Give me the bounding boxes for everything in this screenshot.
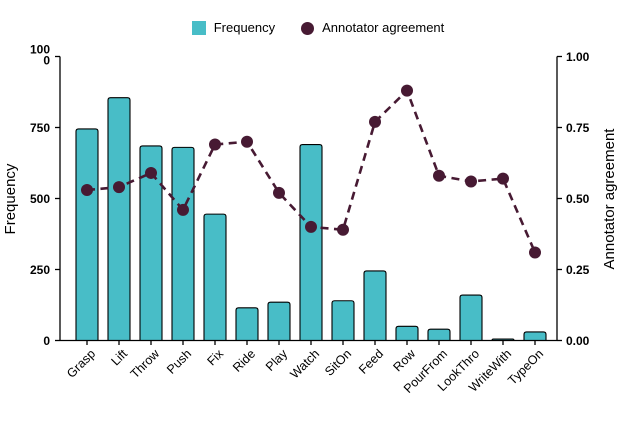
point-writewith	[497, 172, 509, 185]
point-pourfrom	[433, 169, 445, 182]
point-ride	[241, 135, 253, 148]
bar-lookthro	[459, 294, 483, 342]
y-tick-label-0: 0	[43, 334, 50, 348]
x-tick-label-watch: Watch	[287, 347, 322, 382]
y-tick-label-250: 250	[30, 263, 50, 277]
y-tick-label-500: 500	[30, 192, 50, 206]
bar-play	[267, 301, 291, 342]
bar-throw	[139, 145, 163, 342]
point-siton	[337, 223, 349, 236]
x-tick-label-typeon: TypeOn	[505, 347, 546, 388]
bar-row	[395, 325, 419, 342]
y-tick-label-1000: 100 0	[30, 43, 50, 68]
point-fix	[209, 138, 221, 151]
left-axis-title: Frequency	[2, 163, 19, 234]
point-lift	[113, 181, 125, 194]
bar-feed	[363, 270, 387, 342]
x-tick-label-grasp: Grasp	[64, 347, 98, 381]
bar-push	[171, 146, 195, 342]
legend-item-agreement: Annotator agreement	[301, 21, 444, 35]
y2-tick-label-0.75: 0.75	[566, 121, 590, 135]
point-watch	[305, 220, 317, 233]
x-tick-label-lift: Lift	[108, 346, 130, 368]
y2-tick-label-0.25: 0.25	[566, 263, 590, 277]
chart-legend: Frequency Annotator agreement	[0, 19, 636, 37]
legend-label-frequency: Frequency	[213, 20, 276, 35]
bar-fix	[203, 213, 227, 342]
point-row	[401, 84, 413, 97]
bar-grasp	[75, 128, 99, 342]
x-tick-label-fix: Fix	[204, 346, 226, 368]
bar-ride	[235, 307, 259, 342]
point-play	[273, 186, 285, 199]
bar-watch	[299, 143, 323, 342]
agreement-marker-icon	[301, 21, 315, 35]
x-tick-label-row: Row	[391, 346, 419, 374]
y2-tick-label-0.50: 0.50	[566, 192, 590, 206]
bar-siton	[331, 300, 355, 342]
y2-tick-label-0.00: 0.00	[566, 334, 590, 348]
frequency-swatch-icon	[191, 21, 206, 35]
x-tick-label-throw: Throw	[128, 346, 163, 381]
x-tick-label-feed: Feed	[356, 347, 386, 377]
point-throw	[145, 166, 157, 179]
y-tick-label-750: 750	[30, 121, 50, 135]
bar-typeon	[523, 331, 547, 342]
point-grasp	[81, 183, 93, 196]
bar-lift	[107, 97, 131, 342]
x-tick-label-push: Push	[164, 347, 194, 377]
point-push	[177, 203, 189, 216]
x-tick-label-play: Play	[263, 346, 291, 374]
bar-pourfrom	[427, 328, 451, 342]
legend-item-frequency: Frequency	[191, 20, 276, 35]
right-axis-title: Annotator agreement	[601, 128, 618, 270]
point-feed	[369, 115, 381, 128]
point-lookthro	[465, 175, 477, 188]
point-typeon	[529, 246, 541, 259]
x-tick-label-siton: SitOn	[322, 347, 354, 379]
x-tick-label-ride: Ride	[230, 347, 258, 375]
legend-label-agreement: Annotator agreement	[322, 20, 445, 35]
y2-tick-label-1.00: 1.00	[566, 50, 590, 64]
